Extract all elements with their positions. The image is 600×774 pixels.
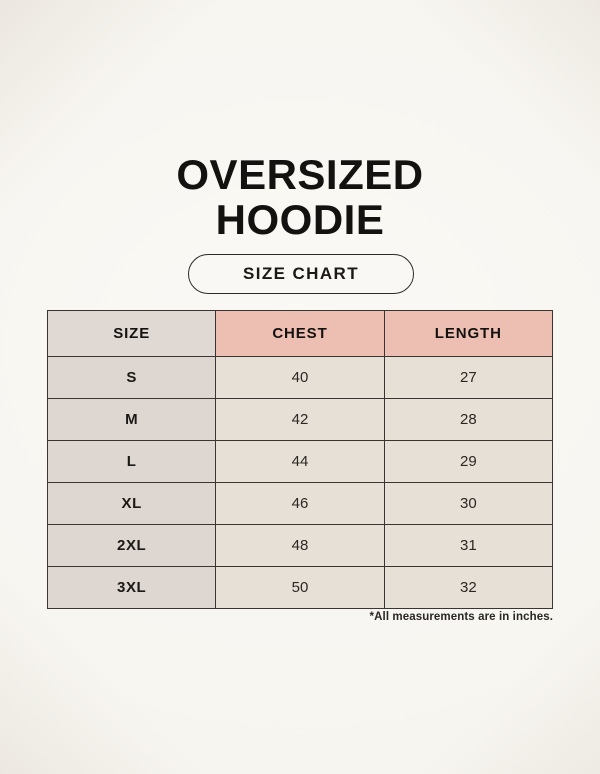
column-header-chest: CHEST xyxy=(215,310,385,357)
size-chart-badge-label: SIZE CHART xyxy=(243,264,359,283)
cell-length: 27 xyxy=(383,356,554,399)
cell-length: 31 xyxy=(383,524,554,567)
cell-chest: 40 xyxy=(215,356,385,399)
cell-size: XL xyxy=(46,482,217,525)
size-chart-badge: SIZE CHART xyxy=(188,254,414,294)
cell-size: L xyxy=(46,440,217,483)
cell-chest: 48 xyxy=(215,524,385,567)
table-row: 2XL 48 31 xyxy=(46,524,554,567)
cell-size: S xyxy=(46,356,217,399)
cell-size: 2XL xyxy=(46,524,217,567)
cell-chest: 42 xyxy=(215,398,385,441)
cell-chest: 44 xyxy=(215,440,385,483)
cell-chest: 50 xyxy=(215,566,385,609)
table-row: L 44 29 xyxy=(46,440,554,483)
table-body: S 40 27 M 42 28 L 44 29 XL 46 30 2XL 48 xyxy=(46,356,554,609)
cell-length: 28 xyxy=(383,398,554,441)
title-line-2: HOODIE xyxy=(215,196,385,243)
cell-size: M xyxy=(46,398,217,441)
cell-length: 32 xyxy=(383,566,554,609)
cell-length: 30 xyxy=(383,482,554,525)
table-header-row: SIZE CHEST LENGTH xyxy=(46,310,554,357)
table-header: SIZE CHEST LENGTH xyxy=(46,310,554,357)
table-row: XL 46 30 xyxy=(46,482,554,525)
table-row: 3XL 50 32 xyxy=(46,566,554,609)
column-header-size: SIZE xyxy=(46,310,217,357)
cell-length: 29 xyxy=(383,440,554,483)
cell-size: 3XL xyxy=(46,566,217,609)
page-title: OVERSIZED HOODIE xyxy=(0,152,600,242)
table-row: S 40 27 xyxy=(46,356,554,399)
title-line-1: OVERSIZED xyxy=(176,151,424,198)
measurements-footnote: *All measurements are in inches. xyxy=(369,611,553,623)
size-chart-table: SIZE CHEST LENGTH S 40 27 M 42 28 L 44 2… xyxy=(46,310,554,609)
table-row: M 42 28 xyxy=(46,398,554,441)
cell-chest: 46 xyxy=(215,482,385,525)
column-header-length: LENGTH xyxy=(383,310,554,357)
